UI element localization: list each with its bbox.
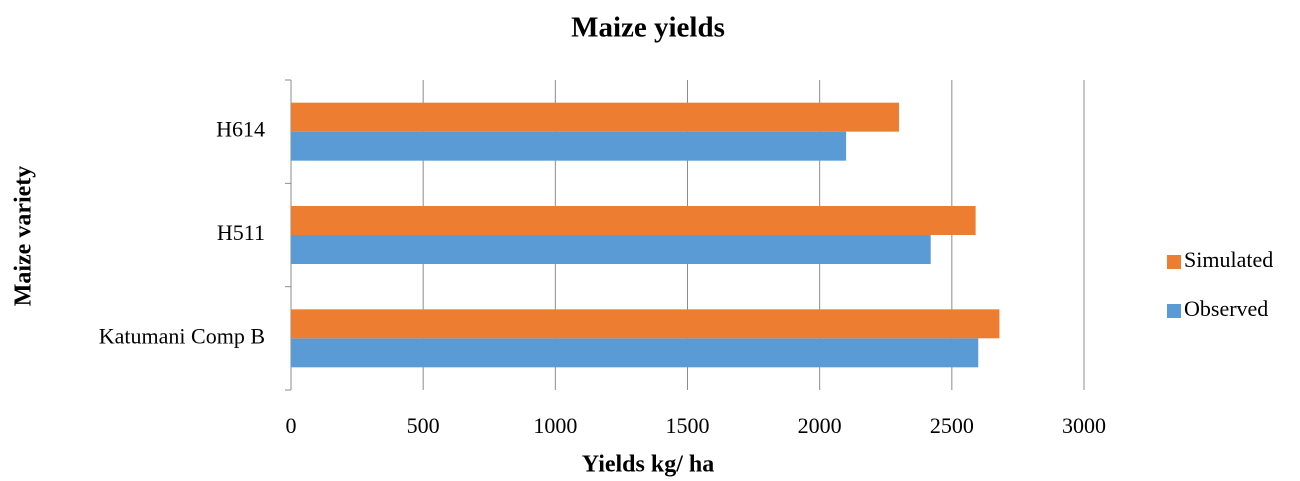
x-tick-label: 0 xyxy=(286,413,297,438)
y-tick-label: H511 xyxy=(217,220,265,245)
bar xyxy=(291,131,847,161)
legend-label: Simulated xyxy=(1184,247,1273,272)
x-tick-label: 1500 xyxy=(666,413,710,438)
x-tick-label: 1000 xyxy=(533,413,577,438)
x-tick-label: 2000 xyxy=(798,413,842,438)
y-axis-label: Maize variety xyxy=(11,166,37,307)
y-tick-label: H614 xyxy=(216,117,265,142)
legend-swatch xyxy=(1167,255,1181,269)
legend-swatch xyxy=(1167,304,1181,318)
x-tick-label: 500 xyxy=(407,413,440,438)
bar xyxy=(291,309,1000,339)
chart-title: Maize yields xyxy=(571,12,725,44)
bar xyxy=(291,235,931,264)
bar xyxy=(291,102,899,132)
bar xyxy=(291,338,979,368)
y-tick-label: Katumani Comp B xyxy=(99,323,265,348)
bar xyxy=(291,206,976,235)
x-axis-label: Yields kg/ ha xyxy=(582,452,714,478)
x-tick-label: 2500 xyxy=(930,413,974,438)
legend-label: Observed xyxy=(1184,296,1268,321)
x-tick-label: 3000 xyxy=(1062,413,1106,438)
